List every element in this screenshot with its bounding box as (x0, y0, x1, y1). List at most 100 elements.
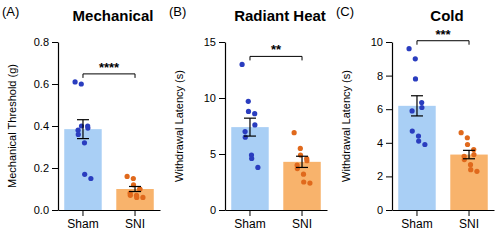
significance-label: **** (99, 60, 120, 75)
tick-label: Sham (67, 217, 98, 231)
tick: 10 (371, 36, 392, 48)
data-point (462, 157, 467, 162)
x-axis: Sham SNI (393, 210, 495, 231)
data-point (252, 111, 257, 116)
tick-label: 4 (377, 137, 383, 149)
tick: 15 (204, 36, 225, 48)
tick: Sham (67, 210, 98, 231)
tick: 5 (210, 148, 225, 160)
axis-line (393, 210, 495, 211)
tick-label: 0 (377, 204, 383, 216)
tick-line (469, 210, 470, 216)
panel: 0 2 4 6 8 10 Sham SNI Withdrawal Latency (s) (C) C… (336, 4, 495, 231)
tick: 8 (377, 70, 392, 82)
data-point (292, 130, 297, 135)
data-point (76, 132, 81, 137)
axis-line (226, 210, 328, 211)
data-point (298, 146, 303, 151)
tick: 0.6 (34, 78, 58, 90)
tick-line (219, 154, 225, 155)
tick: SNI (292, 210, 312, 231)
tick-line (219, 98, 225, 99)
error-bar (77, 120, 89, 139)
tick: 0 (210, 204, 225, 216)
error-stem (134, 186, 135, 191)
tick-label: Sham (234, 217, 265, 231)
data-point (239, 62, 244, 67)
tick-line (386, 176, 392, 177)
title: Mechanical (73, 7, 154, 24)
axis-title: Withdrawal Latency (s) (173, 70, 185, 182)
title: Radiant Heat (234, 7, 326, 24)
axis-title: Withdrawal Latency (s) (340, 70, 352, 182)
error-cap (296, 167, 308, 168)
data-point (304, 158, 309, 163)
data-point (406, 46, 411, 51)
error-cap (411, 115, 423, 116)
tick-label: 15 (204, 36, 216, 48)
data-point (249, 156, 254, 161)
error-cap (463, 158, 475, 159)
tick-label: 10 (204, 92, 216, 104)
data-point (409, 108, 414, 113)
data-point (410, 128, 415, 133)
bar (116, 189, 153, 210)
data-point (242, 129, 247, 134)
tick: 0.4 (34, 120, 58, 132)
data-point (474, 169, 479, 174)
tick-line (52, 210, 58, 211)
panel-label: (C) (336, 4, 354, 19)
bar (231, 127, 268, 210)
y-axis: 0.00.20.40.60.8 (34, 36, 59, 216)
error-bar (463, 150, 475, 158)
data-point (301, 172, 306, 177)
tick: 6 (377, 103, 392, 115)
bar (64, 129, 101, 210)
axis-line (392, 43, 393, 211)
data-point (301, 179, 306, 184)
data-point (79, 81, 84, 86)
error-stem (301, 156, 302, 167)
tick-label: SNI (125, 217, 145, 231)
data-point (246, 109, 251, 114)
tick-label: Sham (401, 217, 432, 231)
data-point (134, 195, 139, 200)
data-point (416, 133, 421, 138)
data-point (128, 193, 133, 198)
data-point (82, 172, 87, 177)
tick-line (52, 168, 58, 169)
data-point (82, 140, 87, 145)
error-cap (411, 95, 423, 96)
title: Cold (430, 7, 463, 24)
data-point (88, 176, 93, 181)
data-point (137, 186, 142, 191)
tick-line (219, 210, 225, 211)
tick-label: 0.8 (34, 36, 49, 48)
tick-label: 0.2 (34, 162, 49, 174)
data-point (468, 162, 473, 167)
tick-line (386, 42, 392, 43)
plot-area (64, 79, 154, 210)
tick: 2 (377, 170, 392, 182)
data-point (252, 122, 257, 127)
tick-label: 5 (210, 148, 216, 160)
panel: 0.00.20.40.60.8ShamSNIMechanical Thresho… (2, 4, 161, 231)
tick-line (249, 210, 250, 216)
error-stem (468, 150, 469, 158)
tick: Sham (234, 210, 265, 231)
data-point (419, 105, 424, 110)
data-point (307, 181, 312, 186)
plot-area (398, 46, 488, 210)
tick: SNI (459, 210, 479, 231)
x-axis: Sham SNI (226, 210, 328, 231)
error-cap (244, 118, 256, 119)
data-point (422, 142, 427, 147)
tick-label: 2 (377, 170, 383, 182)
error-bar (244, 118, 256, 136)
tick: 0.2 (34, 162, 58, 174)
tick-line (386, 143, 392, 144)
axis-line (59, 210, 161, 211)
data-point (416, 139, 421, 144)
significance-label: ** (271, 42, 282, 57)
data-point (413, 76, 418, 81)
